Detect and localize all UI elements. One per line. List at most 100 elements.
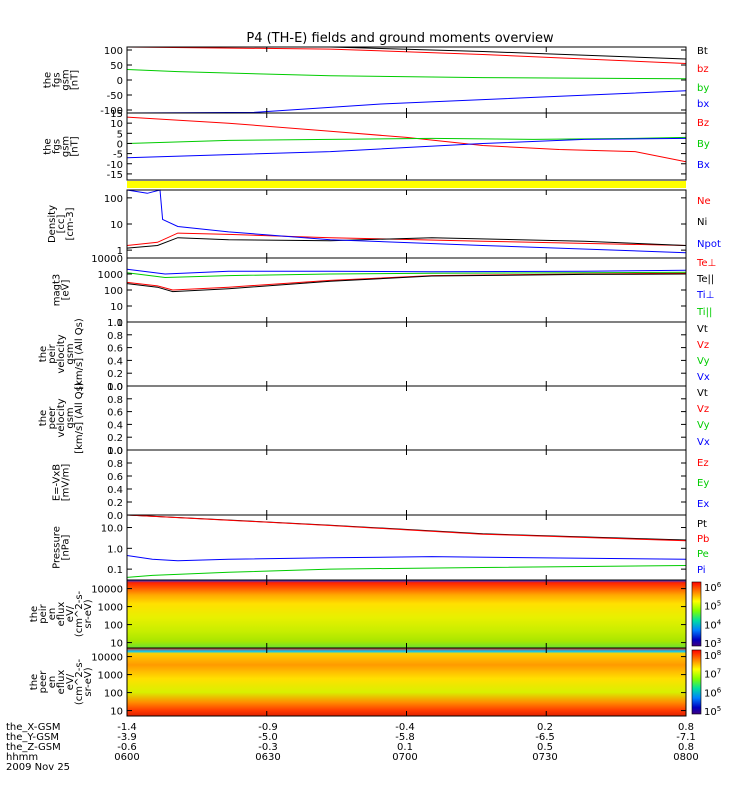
legend-bt: Bt (697, 46, 708, 57)
y-tick-label: 15 (110, 109, 123, 120)
legend-vx: Vx (697, 372, 710, 383)
legend-vz: Vz (697, 340, 709, 351)
y-tick-label: 0.8 (107, 459, 123, 470)
y-axis-label: gsm (61, 136, 72, 157)
y-tick-label: 0.6 (107, 472, 123, 483)
x-tick-label: -3.9 (117, 732, 137, 743)
legend-vt: Vt (697, 388, 708, 399)
y-tick-label: 100 (104, 194, 123, 205)
panel-frame (126, 189, 687, 259)
legend-by: By (697, 139, 710, 150)
y-tick-label: 0.8 (107, 331, 123, 342)
y-axis-label: [mV/m] (61, 464, 72, 502)
y-axis-label: peer (47, 406, 58, 430)
x-tick-label: -5.0 (258, 732, 278, 743)
colorbar-label: 106 (704, 581, 722, 594)
y-tick-label: 1000 (98, 603, 123, 614)
y-axis-label: velocity (56, 398, 67, 437)
y-tick-label: 100 (104, 621, 123, 632)
x-tick-label: 0.8 (678, 722, 694, 733)
y-tick-label: 1 (117, 318, 123, 329)
y-axis-label: [nPa] (61, 534, 72, 560)
y-axis-label: the (29, 606, 40, 622)
y-axis-label: velocity (56, 334, 67, 373)
y-tick-label: 0.4 (107, 420, 123, 431)
y-tick-label: 0.0 (107, 511, 123, 522)
y-tick-label: 1 (117, 246, 123, 257)
y-tick-label: 1.0 (107, 318, 123, 329)
legend-by: by (697, 83, 709, 94)
panel-10: 108 107 106 105 10000 1000 100 10 thepeereneflux… (29, 647, 722, 718)
y-axis-label: (cm^2-s- (74, 590, 85, 637)
x-tick-label: 0.5 (537, 742, 553, 753)
y-tick-label: 10.0 (101, 524, 123, 535)
colorbar-label: 105 (704, 600, 721, 613)
y-tick-label: 0.0 (107, 382, 123, 393)
colorbar-label: 105 (704, 705, 721, 718)
series-pe-line (126, 565, 687, 578)
panel-frame (126, 449, 687, 516)
series-ni-line (126, 237, 687, 249)
y-tick-label: -5 (113, 150, 123, 161)
x-tick-label: 0700 (392, 752, 417, 763)
y-axis-label: eflux (56, 602, 67, 627)
panel-4: 10000 1000 100 10 1 magt3[eV] Te⊥ Te|| Ti⊥ Ti|| (52, 254, 717, 329)
legend-te||: Te|| (696, 274, 714, 285)
y-axis-label: sr-eV) (83, 667, 94, 696)
panel-7: 1.0 0.8 0.6 0.4 0.2 0.0 E=-VxB[mV/m] Ez Ey Ex (52, 446, 710, 522)
colorbar-label: 107 (704, 668, 721, 681)
y-tick-label: 0.6 (107, 408, 123, 419)
y-tick-label: -50 (107, 91, 123, 102)
x-tick-label: 0730 (532, 752, 557, 763)
series-bx-line (126, 137, 687, 159)
y-axis-label: the (29, 674, 40, 690)
y-tick-label: 10 (110, 639, 123, 650)
y-axis-label: en (47, 676, 58, 689)
legend-vt: Vt (697, 324, 708, 335)
y-axis-label: the (38, 410, 49, 426)
y-axis-label: peir (47, 343, 58, 363)
y-axis-label: the (38, 346, 49, 362)
x-tick-label: 0.1 (397, 742, 413, 753)
y-axis-label: [nT] (70, 70, 81, 90)
y-axis-label: Pressure (52, 526, 63, 569)
series-pi-line (126, 555, 687, 562)
y-tick-label: 1000 (98, 671, 123, 682)
y-axis-label: [km/s] (All Qs) (74, 382, 85, 454)
x-row-label: the_X-GSM (6, 722, 60, 733)
x-row-label: the_Y-GSM (6, 732, 59, 743)
y-tick-label: 0.6 (107, 344, 123, 355)
series-ne-line (126, 232, 687, 246)
panel-frame (126, 385, 687, 451)
y-axis-label: fgs (52, 139, 63, 154)
y-axis-label: en (47, 608, 58, 621)
y-tick-label: 5 (117, 129, 123, 140)
y-tick-label: 10 (110, 302, 123, 313)
x-tick-label: -1.4 (117, 722, 137, 733)
y-tick-label: 100 (104, 286, 123, 297)
colorbar-label: 104 (704, 618, 722, 631)
y-axis-label: [nT] (70, 136, 81, 156)
legend-vy: Vy (697, 356, 710, 367)
legend-te⊥: Te⊥ (696, 258, 716, 269)
series-bz-line (126, 116, 687, 163)
legend-ex: Ex (697, 499, 709, 510)
x-tick-label: 0800 (673, 752, 698, 763)
legend-ez: Ez (697, 458, 709, 469)
y-axis-label: [km/s] (All Qs) (74, 318, 85, 390)
x-tick-label: 0.8 (678, 742, 694, 753)
y-tick-label: 0.4 (107, 485, 123, 496)
y-axis-label: peir (38, 603, 49, 623)
y-axis-label: E=-VxB (52, 464, 63, 501)
y-tick-label: -100 (100, 106, 123, 117)
legend-vy: Vy (697, 420, 710, 431)
x-row-label: hhmm (6, 752, 38, 763)
y-axis-label: peer (38, 670, 49, 694)
y-tick-label: 1000 (98, 270, 123, 281)
series-npot-line (126, 189, 687, 254)
colorbar-label: 106 (704, 686, 722, 699)
y-axis-label: eV/ (65, 673, 76, 690)
